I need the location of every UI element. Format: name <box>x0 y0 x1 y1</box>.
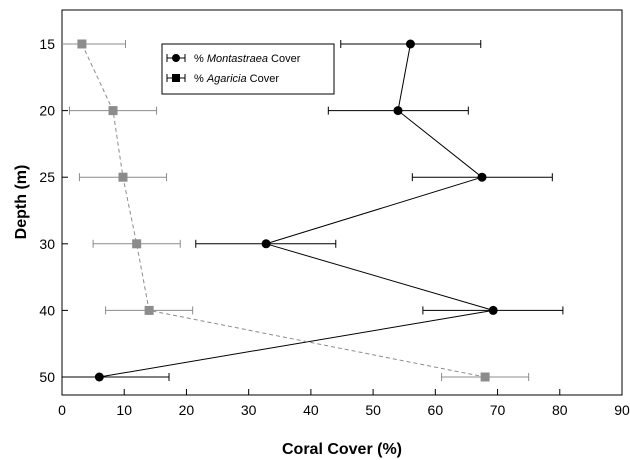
y-axis-title: Depth (m) <box>13 165 30 240</box>
x-axis-title: Coral Cover (%) <box>282 441 402 458</box>
legend-marker <box>172 74 180 82</box>
y-tick-label: 15 <box>39 36 55 52</box>
legend-marker <box>172 54 180 62</box>
x-tick-label: 40 <box>303 402 319 418</box>
x-tick-label: 0 <box>58 402 66 418</box>
data-point <box>94 372 104 382</box>
data-point <box>393 106 403 116</box>
legend-label-taxon: Montastraea <box>207 53 268 65</box>
x-tick-label: 80 <box>552 402 568 418</box>
data-point <box>108 106 118 116</box>
data-point <box>77 39 87 49</box>
legend-label-taxon: Agaricia <box>206 73 247 85</box>
series-1 <box>62 39 530 382</box>
data-point <box>144 305 154 315</box>
y-tick-label: 50 <box>39 369 55 385</box>
legend-label-suffix: Cover <box>268 53 301 65</box>
data-point <box>488 305 498 315</box>
series-line <box>99 43 494 378</box>
plot-area <box>61 9 623 396</box>
x-tick-label: 90 <box>614 402 630 418</box>
legend-label-suffix: Cover <box>247 73 280 85</box>
x-tick-label: 30 <box>241 402 257 418</box>
data-point <box>480 372 490 382</box>
data-point <box>477 172 487 182</box>
y-tick-label: 25 <box>39 169 55 185</box>
legend-label-prefix: % <box>194 53 207 65</box>
x-tick-label: 60 <box>428 402 444 418</box>
x-tick-label: 70 <box>490 402 506 418</box>
data-point <box>118 172 128 182</box>
y-tick-label: 40 <box>39 302 55 318</box>
data-point <box>132 239 142 249</box>
y-tick-label: 20 <box>39 103 55 119</box>
x-axis: 0 10 20 30 40 50 60 70 80 90 <box>58 389 630 418</box>
legend-label: % Montastraea Cover <box>194 53 301 65</box>
legend-label: % Agaricia Cover <box>194 73 279 85</box>
series-layer <box>62 39 564 382</box>
series-0 <box>62 39 564 382</box>
y-tick-label: 30 <box>39 236 55 252</box>
legend: % Montastraea Cover% Agaricia Cover <box>161 43 335 95</box>
legend-label-prefix: % <box>194 73 207 85</box>
x-tick-label: 20 <box>179 402 195 418</box>
data-point <box>405 39 415 49</box>
x-tick-label: 50 <box>365 402 381 418</box>
x-tick-label: 10 <box>116 402 132 418</box>
legend-box <box>161 43 335 95</box>
data-point <box>261 239 271 249</box>
